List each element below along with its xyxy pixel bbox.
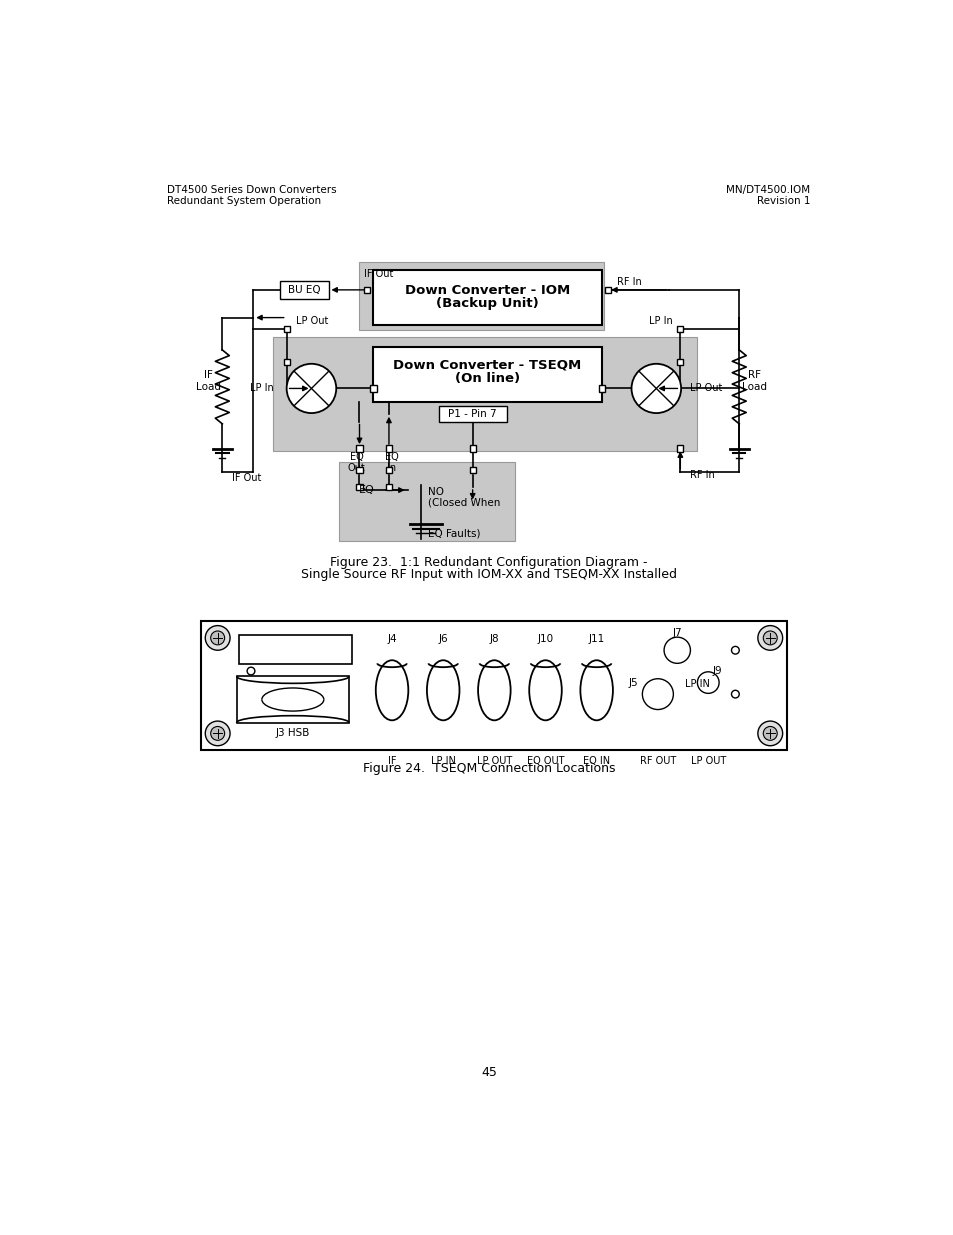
Circle shape [211, 726, 224, 740]
Text: (Backup Unit): (Backup Unit) [436, 298, 538, 310]
Bar [598, 385, 604, 391]
Text: (Closed When: (Closed When [427, 498, 499, 508]
Text: LP Out: LP Out [689, 383, 721, 394]
Circle shape [663, 637, 690, 663]
Circle shape [697, 672, 719, 693]
Text: EQ
Out: EQ Out [347, 452, 365, 473]
Text: IF Out: IF Out [232, 473, 261, 483]
Circle shape [731, 646, 739, 655]
Text: J4: J4 [387, 635, 396, 645]
Text: LP IN: LP IN [684, 679, 709, 689]
Bar [356, 467, 362, 473]
Circle shape [205, 721, 230, 746]
Text: EQ
In: EQ In [385, 452, 398, 473]
Bar [364, 287, 370, 293]
Bar [359, 262, 603, 330]
Bar [236, 677, 349, 722]
Text: EQ IN: EQ IN [582, 756, 610, 766]
Ellipse shape [529, 661, 561, 720]
Text: Down Converter - IOM: Down Converter - IOM [404, 284, 569, 298]
Text: RF In: RF In [617, 277, 640, 288]
Circle shape [286, 364, 335, 412]
Bar [280, 280, 328, 299]
Bar [385, 446, 392, 452]
Circle shape [205, 626, 230, 651]
Circle shape [211, 631, 224, 645]
Bar [373, 270, 601, 325]
Text: J9: J9 [711, 666, 721, 676]
Bar [356, 446, 362, 452]
Text: LP IN: LP IN [431, 756, 456, 766]
Bar [283, 326, 290, 332]
Text: DT4500 Series Down Converters: DT4500 Series Down Converters [167, 185, 336, 195]
Text: J8: J8 [489, 635, 498, 645]
Bar [604, 287, 611, 293]
Text: J7: J7 [672, 629, 681, 638]
Circle shape [247, 667, 254, 674]
Text: LP In: LP In [251, 383, 274, 394]
Bar [200, 621, 786, 751]
Bar [469, 446, 476, 452]
Text: J11: J11 [588, 635, 604, 645]
Circle shape [757, 626, 781, 651]
Circle shape [762, 726, 777, 740]
Bar [338, 462, 515, 541]
Bar [373, 347, 601, 403]
Text: Figure 23.  1:1 Redundant Configuration Diagram -: Figure 23. 1:1 Redundant Configuration D… [330, 556, 647, 569]
Circle shape [757, 721, 781, 746]
Text: IF Out: IF Out [364, 269, 393, 279]
Bar [356, 484, 362, 490]
Text: IF: IF [387, 756, 395, 766]
Ellipse shape [375, 661, 408, 720]
Bar [370, 385, 376, 391]
Text: Revision 1: Revision 1 [757, 196, 810, 206]
Text: RF In: RF In [689, 471, 714, 480]
Circle shape [641, 679, 673, 710]
Ellipse shape [427, 661, 459, 720]
Text: EQ OUT: EQ OUT [526, 756, 563, 766]
Bar [385, 467, 392, 473]
Text: RF OUT: RF OUT [639, 756, 676, 766]
Circle shape [631, 364, 680, 412]
Text: Redundant System Operation: Redundant System Operation [167, 196, 321, 206]
Text: P1 - Pin 7: P1 - Pin 7 [448, 409, 497, 419]
Text: J5: J5 [628, 678, 638, 688]
Text: LP OUT: LP OUT [476, 756, 512, 766]
Ellipse shape [579, 661, 612, 720]
Text: Figure 24.  TSEQM Connection Locations: Figure 24. TSEQM Connection Locations [362, 762, 615, 776]
Text: J10: J10 [537, 635, 553, 645]
Text: LP Out: LP Out [295, 316, 328, 326]
Text: LP In: LP In [648, 316, 672, 326]
Bar [677, 446, 682, 452]
Text: J3 HSB: J3 HSB [275, 729, 310, 739]
Text: EQ Faults): EQ Faults) [427, 529, 479, 538]
Ellipse shape [477, 661, 510, 720]
Text: (On line): (On line) [455, 372, 519, 385]
Bar [677, 326, 682, 332]
Text: RF
Load: RF Load [741, 370, 766, 391]
Bar [273, 337, 696, 451]
Circle shape [762, 631, 777, 645]
Text: MN/DT4500.IOM: MN/DT4500.IOM [725, 185, 810, 195]
Text: LP OUT: LP OUT [690, 756, 725, 766]
Text: J6: J6 [438, 635, 448, 645]
Text: EQ: EQ [359, 485, 375, 495]
Circle shape [731, 690, 739, 698]
Bar [469, 467, 476, 473]
Text: 45: 45 [480, 1066, 497, 1078]
Text: Single Source RF Input with IOM-XX and TSEQM-XX Installed: Single Source RF Input with IOM-XX and T… [300, 568, 677, 582]
Text: NO: NO [427, 487, 443, 496]
Text: IF
Load: IF Load [195, 370, 221, 391]
Bar [239, 635, 352, 664]
Text: Down Converter - TSEQM: Down Converter - TSEQM [393, 359, 581, 372]
Bar [677, 359, 682, 366]
Bar [438, 406, 506, 421]
Text: BU EQ: BU EQ [288, 285, 320, 295]
Bar [283, 359, 290, 366]
Bar [385, 484, 392, 490]
